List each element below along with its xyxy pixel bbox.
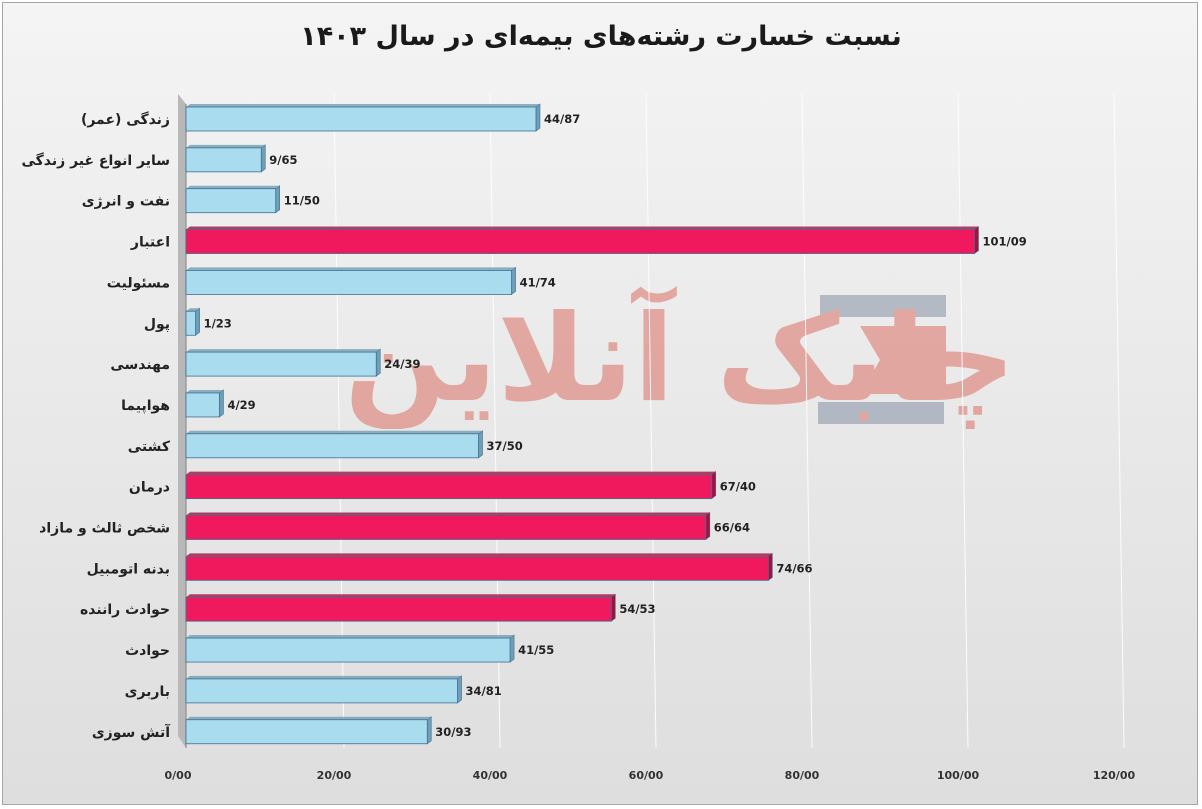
category-label: نفت و انرژی [82, 194, 170, 210]
category-label: پول [144, 316, 170, 332]
category-label: زندگی (عمر) [81, 111, 170, 128]
bar-top-edge [186, 635, 515, 639]
bar-side [478, 430, 483, 459]
bar-side [974, 225, 979, 255]
bar [185, 269, 512, 295]
gridline [645, 93, 657, 749]
x-tick-label: 40/00 [473, 769, 508, 782]
bar-top-edge [186, 675, 462, 679]
bar-side [535, 103, 541, 132]
bar-top-edge [186, 594, 616, 598]
data-label: 11/50 [284, 194, 320, 208]
x-tick-label: 20/00 [317, 769, 352, 782]
watermark-logo: چابک آنلاین [344, 285, 1016, 429]
data-label: 44/87 [544, 112, 580, 126]
data-label: 37/50 [487, 439, 523, 453]
category-label: مهندسی [110, 357, 170, 373]
bar-top-edge [186, 104, 540, 107]
bar [185, 147, 262, 173]
bar-side [511, 266, 516, 295]
x-tick-label: 120/00 [1093, 769, 1136, 782]
data-label: 30/93 [435, 725, 471, 739]
bar-top-edge [186, 553, 773, 557]
category-label: مسئولیت [107, 275, 170, 291]
bar-top-edge [186, 716, 432, 720]
bar-top-edge [186, 267, 516, 271]
bar [185, 351, 377, 377]
bar-top-edge [186, 389, 224, 393]
x-tick-label: 60/00 [629, 769, 664, 782]
category-label: بدنه اتومبیل [87, 561, 170, 577]
category-label: حوادث راننده [80, 602, 170, 618]
bar [185, 433, 479, 459]
data-label: 41/74 [520, 275, 556, 289]
x-tick-label: 80/00 [785, 769, 820, 782]
category-label: باربری [125, 684, 170, 700]
bar-side [711, 471, 717, 500]
x-tick-label: 100/00 [937, 769, 980, 782]
bar-top-edge [186, 185, 280, 189]
bar [185, 555, 769, 581]
category-label: هواپیما [121, 398, 170, 414]
data-label: 9/65 [269, 153, 297, 167]
bar-top-edge [186, 349, 381, 353]
bar [185, 188, 277, 214]
bar-side [219, 389, 224, 418]
bar [185, 719, 428, 745]
bar-top-edge [186, 226, 979, 230]
data-label: 74/66 [776, 561, 812, 575]
bar [185, 474, 713, 500]
bar [185, 678, 458, 704]
bar-side [195, 307, 200, 336]
data-label: 4/29 [227, 398, 255, 412]
data-label: 24/39 [384, 357, 420, 371]
data-label: 67/40 [720, 480, 756, 494]
bar-side [768, 552, 773, 581]
data-label: 101/09 [983, 235, 1027, 249]
watermark-text: چابک آنلاین [344, 285, 1016, 429]
category-label: درمان [129, 480, 170, 496]
bar-side [611, 593, 616, 622]
bar-side [705, 511, 711, 541]
bar [185, 229, 975, 254]
data-label: 34/81 [466, 684, 502, 698]
bar-top-edge [186, 308, 200, 312]
bar-top-edge [186, 471, 716, 475]
bar [185, 106, 537, 132]
bar-top-edge [186, 144, 266, 148]
bar [185, 637, 511, 663]
bar [185, 515, 707, 540]
bar-side [457, 675, 462, 704]
bar-side [260, 144, 266, 173]
data-label: 54/53 [619, 602, 655, 616]
category-label: شخص ثالث و مازاد [39, 521, 170, 537]
data-label: 1/23 [204, 316, 232, 330]
gridline [957, 93, 969, 749]
bar-side [509, 634, 515, 663]
chart-title: نسبت خسارت رشته‌های بیمه‌ای در سال ۱۴۰۳ [300, 21, 902, 52]
bar-side [375, 348, 381, 377]
bar-side [426, 716, 432, 745]
gridline [801, 93, 813, 749]
gridline [1113, 93, 1125, 749]
category-label: سایر انواع غیر زندگی [21, 152, 170, 169]
bar [185, 596, 612, 622]
axis-wall [178, 94, 186, 748]
category-label: حوادث [125, 643, 170, 659]
x-tick-label: 0/00 [165, 769, 192, 782]
bar-side [275, 185, 281, 214]
bar-top-edge [186, 430, 483, 434]
data-label: 66/64 [714, 521, 750, 535]
category-label: آتش سوزی [92, 723, 171, 741]
data-label: 41/55 [518, 643, 554, 657]
category-label: کشتی [128, 439, 171, 455]
category-label: اعتبار [130, 235, 170, 251]
bar [185, 310, 196, 336]
bar [185, 392, 220, 418]
bar-top-edge [186, 512, 710, 516]
